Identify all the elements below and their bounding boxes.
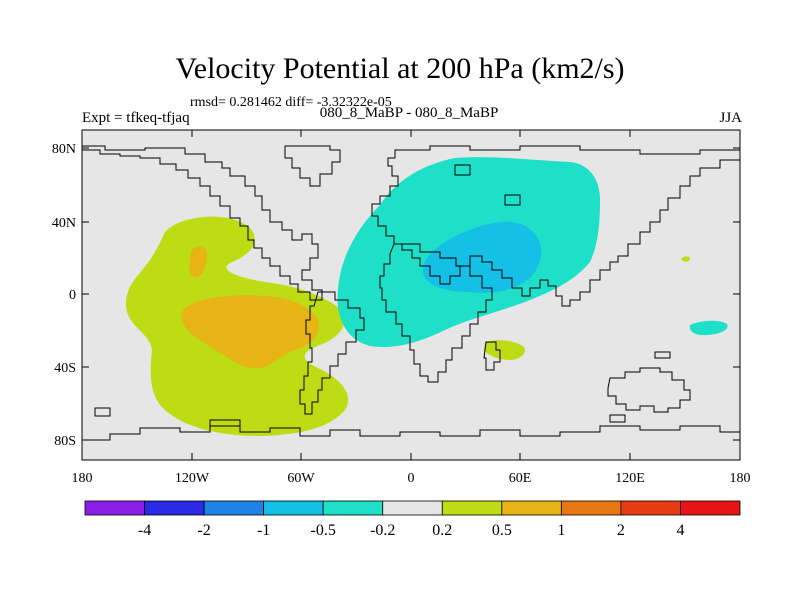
colorbar-swatch [501, 500, 562, 516]
lon-tick-label: 120W [175, 471, 210, 486]
colorbar-label: -0.2 [370, 522, 395, 539]
lon-tick-label: 60E [509, 471, 532, 486]
stats-line: rmsd= 0.281462 diff= -3.32322e-05 [190, 95, 392, 110]
latitude-axis: 80N 40N 0 40S 80S [52, 142, 740, 449]
coastline-south-america [299, 291, 365, 415]
colorbar-swatch [620, 500, 681, 516]
longitude-axis: 180 120W 60W 0 60E 120E 180 [72, 130, 751, 486]
colorbar-swatch [382, 500, 443, 516]
shaded-regions [125, 157, 728, 436]
colorbar-swatch [203, 500, 265, 516]
positive-region-west-core [181, 295, 319, 369]
positive-region-dot [681, 256, 690, 262]
lat-tick-label: 40S [54, 361, 76, 376]
colorbar-label: 2 [617, 522, 625, 539]
coastline-eurasia [371, 145, 741, 307]
colorbar-label: 0.2 [432, 522, 452, 539]
colorbar-swatch [322, 500, 384, 516]
colorbar-swatch [84, 500, 145, 516]
lat-tick-label: 80S [54, 434, 76, 449]
colorbar-label: -2 [197, 522, 210, 539]
experiment-label: Expt = tfkeq-tfjaq [82, 110, 190, 126]
colorbar-label: -4 [138, 522, 151, 539]
chart-title: Velocity Potential at 200 hPa (km2/s) [175, 52, 625, 85]
coastline-australia [607, 367, 691, 413]
lon-tick-label: 120E [615, 471, 645, 486]
colorbar-swatch [263, 500, 324, 516]
lon-tick-label: 180 [72, 471, 93, 486]
positive-region-west-spot [189, 246, 208, 277]
colorbar-label: -0.5 [311, 522, 336, 539]
colorbar-swatch [560, 500, 622, 516]
colorbar-swatch [144, 500, 205, 516]
comparison-label: 080_8_MaBP - 080_8_MaBP [319, 105, 499, 121]
lat-tick-label: 40N [52, 216, 76, 231]
lon-tick-label: 180 [730, 471, 751, 486]
negative-region-small [689, 320, 728, 336]
colorbar-swatch [680, 500, 741, 516]
colorbar-label: 4 [676, 522, 684, 539]
coastline-antarctica [81, 425, 741, 461]
lon-tick-label: 60W [287, 471, 315, 486]
colorbar-label: -1 [257, 522, 270, 539]
coastline-madagascar [483, 341, 501, 371]
lon-tick-label: 0 [408, 471, 415, 486]
coastline-africa [379, 243, 493, 383]
positive-region-small [484, 340, 526, 360]
season-label: JJA [719, 110, 742, 126]
colorbar: -4 -2 -1 -0.5 -0.2 0.2 0.5 1 2 4 [84, 500, 741, 539]
lat-tick-label: 80N [52, 142, 76, 157]
colorbar-label: 1 [557, 522, 565, 539]
colorbar-swatch [441, 500, 503, 516]
coastline-islands [94, 164, 671, 427]
lat-tick-label: 0 [69, 288, 76, 303]
colorbar-label: 0.5 [492, 522, 512, 539]
coastlines [81, 145, 741, 461]
coastline-greenland [284, 145, 341, 187]
